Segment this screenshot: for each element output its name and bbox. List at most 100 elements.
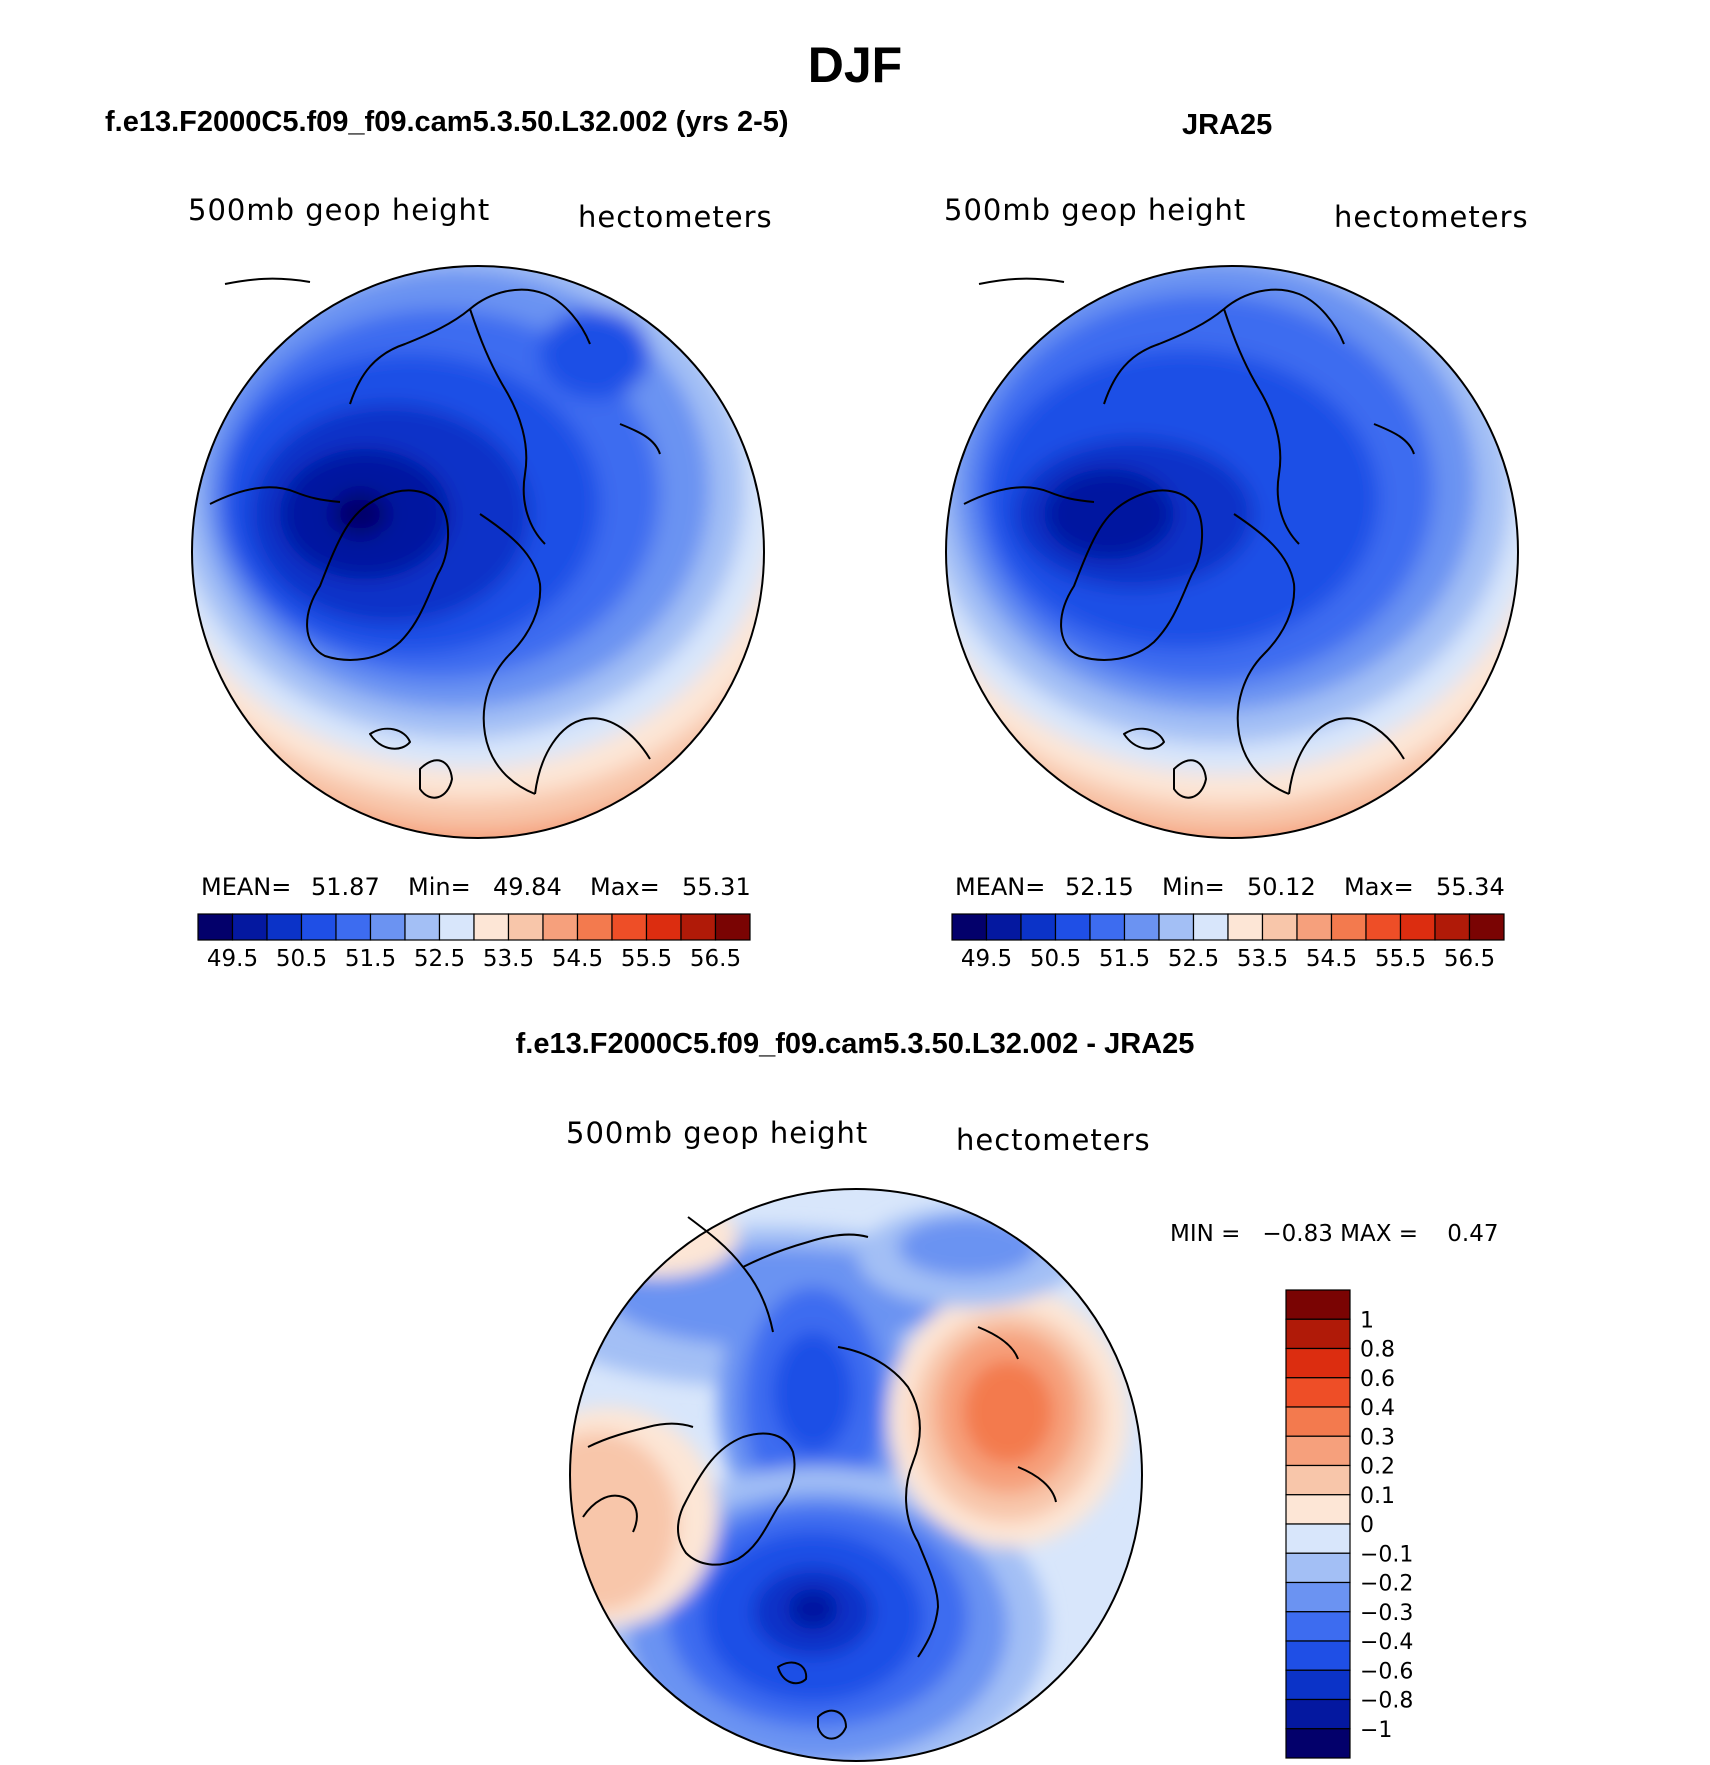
model-units-label: hectometers: [578, 200, 773, 234]
diff-colorbar-swatch: [1285, 1698, 1351, 1730]
diff-colorbar-swatch: [1285, 1523, 1351, 1554]
model-colorbar-tick-label: 49.5: [207, 946, 258, 972]
diff-colorbar-swatch: [1285, 1494, 1351, 1525]
diff-colorbar-swatch: [1285, 1377, 1351, 1408]
model-colorbar-swatch: [714, 913, 751, 941]
diff-units-label: hectometers: [956, 1123, 1151, 1157]
model-colorbar-swatch: [507, 913, 544, 941]
model-min-label: Min=: [408, 873, 471, 901]
model-colorbar-tick-label: 53.5: [483, 946, 534, 972]
obs-colorbar-swatch: [1089, 913, 1126, 941]
diff-colorbar-swatch: [1285, 1669, 1351, 1701]
diff-colorbar-swatch: [1285, 1318, 1351, 1350]
model-max-label: Max=: [590, 873, 660, 901]
model-colorbar-swatch: [611, 913, 648, 941]
obs-units-label: hectometers: [1334, 200, 1529, 234]
obs-coastlines: [963, 277, 1415, 799]
model-max-value: 55.31: [682, 873, 751, 901]
diff-panel-heading: f.e13.F2000C5.f09_f09.cam5.3.50.L32.002 …: [515, 1028, 1195, 1060]
obs-colorbar-swatch: [1123, 913, 1160, 941]
obs-colorbar-swatch: [1020, 913, 1057, 941]
model-colorbar-swatch: [404, 913, 441, 941]
diff-colorbar-tick-label: −0.6: [1360, 1659, 1413, 1684]
diff-colorbar-tick-label: 0.4: [1360, 1396, 1395, 1421]
diff-colorbar-tick-label: 1: [1360, 1308, 1374, 1333]
model-coastlines: [209, 277, 661, 799]
model-colorbar-swatch: [680, 913, 717, 941]
obs-colorbar: 49.5 50.5 51.5 52.5 53.5 54.5 55.5 56.5: [951, 913, 1505, 972]
diff-variable-label: 500mb geop height: [566, 1116, 869, 1150]
model-panel-heading: f.e13.F2000C5.f09_f09.cam5.3.50.L32.002 …: [105, 106, 789, 138]
diff-colorbar-tick-label: 0: [1360, 1513, 1374, 1538]
model-colorbar: 49.5 50.5 51.5 52.5 53.5 54.5 55.5 56.5: [197, 913, 751, 972]
diff-colorbar-swatch: [1285, 1581, 1351, 1613]
obs-colorbar-tick-label: 55.5: [1375, 946, 1426, 972]
diff-colorbar-swatch: [1285, 1640, 1351, 1671]
obs-colorbar-swatch: [1261, 913, 1298, 941]
obs-colorbar-tick-label: 50.5: [1030, 946, 1081, 972]
obs-colorbar-tick-label: 54.5: [1306, 946, 1357, 972]
main-title: DJF: [807, 37, 903, 93]
model-colorbar-swatch: [473, 913, 510, 941]
diff-colorbar: 1 0.8 0.6 0.4 0.3 0.2 0.1 0 −0.1 −0.2 −0.3 −0.4 −0.6…: [1285, 1289, 1413, 1759]
diff-colorbar-swatch: [1285, 1552, 1351, 1584]
obs-colorbar-swatch: [985, 913, 1022, 941]
model-mean-label: MEAN=: [201, 873, 292, 901]
diff-colorbar-swatch: [1285, 1347, 1351, 1379]
model-colorbar-swatch: [266, 913, 303, 941]
obs-colorbar-swatch: [1054, 913, 1091, 941]
obs-colorbar-swatch: [1399, 913, 1436, 941]
model-colorbar-swatch: [542, 913, 579, 941]
model-min-value: 49.84: [493, 873, 562, 901]
obs-panel-heading: JRA25: [1182, 109, 1273, 141]
obs-colorbar-tick-label: 51.5: [1099, 946, 1150, 972]
model-colorbar-swatch: [197, 913, 234, 941]
diff-colorbar-tick-label: −1: [1360, 1718, 1392, 1743]
diff-colorbar-tick-label: −0.4: [1360, 1630, 1413, 1655]
diff-colorbar-tick-label: 0.3: [1360, 1425, 1395, 1450]
obs-colorbar-swatch: [951, 913, 988, 941]
diff-minmax-text: MIN = −0.83 MAX = 0.47: [1170, 1221, 1499, 1247]
obs-colorbar-tick-label: 52.5: [1168, 946, 1219, 972]
obs-min-label: Min=: [1162, 873, 1225, 901]
obs-max-label: Max=: [1344, 873, 1414, 901]
model-polar-map: [191, 265, 765, 839]
model-colorbar-swatch: [576, 913, 613, 941]
model-colorbar-swatch: [369, 913, 406, 941]
obs-mean-value: 52.15: [1065, 873, 1134, 901]
model-colorbar-tick-label: 54.5: [552, 946, 603, 972]
diff-colorbar-tick-label: 0.2: [1360, 1455, 1395, 1480]
model-colorbar-swatch: [300, 913, 337, 941]
obs-colorbar-swatch: [1296, 913, 1333, 941]
obs-variable-label: 500mb geop height: [944, 193, 1247, 227]
diff-colorbar-tick-label: −0.8: [1360, 1689, 1413, 1714]
diff-colorbar-tick-label: 0.1: [1360, 1484, 1395, 1509]
obs-max-value: 55.34: [1436, 873, 1505, 901]
diff-colorbar-tick-label: 0.8: [1360, 1338, 1395, 1363]
model-colorbar-tick-label: 51.5: [345, 946, 396, 972]
obs-colorbar-tick-label: 56.5: [1444, 946, 1495, 972]
diff-coastlines: [582, 1216, 1057, 1740]
obs-colorbar-swatch: [1365, 913, 1402, 941]
model-colorbar-tick-label: 52.5: [414, 946, 465, 972]
diff-colorbar-swatch: [1285, 1728, 1351, 1759]
model-colorbar-swatch: [231, 913, 268, 941]
obs-colorbar-swatch: [1330, 913, 1367, 941]
diff-colorbar-swatch: [1285, 1464, 1351, 1496]
model-mean-value: 51.87: [311, 873, 380, 901]
obs-colorbar-tick-label: 49.5: [961, 946, 1012, 972]
model-colorbar-swatch: [645, 913, 682, 941]
obs-mean-label: MEAN=: [955, 873, 1046, 901]
model-variable-label: 500mb geop height: [188, 193, 491, 227]
obs-colorbar-tick-label: 53.5: [1237, 946, 1288, 972]
obs-colorbar-swatch: [1158, 913, 1195, 941]
obs-min-value: 50.12: [1247, 873, 1316, 901]
model-colorbar-tick-label: 50.5: [276, 946, 327, 972]
model-colorbar-swatch: [438, 913, 475, 941]
diff-colorbar-tick-label: 0.6: [1360, 1367, 1395, 1392]
diff-colorbar-swatch: [1285, 1611, 1351, 1642]
diff-colorbar-swatch: [1285, 1406, 1351, 1437]
obs-colorbar-swatch: [1434, 913, 1471, 941]
diff-colorbar-tick-label: −0.1: [1360, 1542, 1413, 1567]
diff-colorbar-tick-label: −0.3: [1360, 1601, 1413, 1626]
